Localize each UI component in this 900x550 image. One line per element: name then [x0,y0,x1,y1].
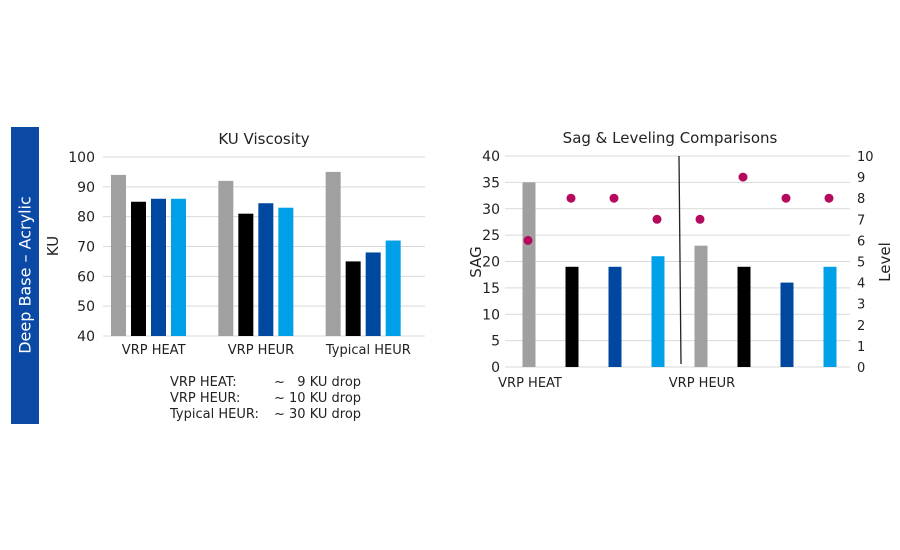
sag-bar [651,256,665,367]
y-right-tick-label: 9 [857,171,865,186]
level-dot [609,193,619,203]
chart-title: KU Viscosity [218,130,309,148]
x-group-label: VRP HEUR [669,376,735,391]
sag-bar [737,266,751,367]
sag-bar [823,266,837,367]
level-dot [523,235,533,245]
y-tick-label: 0 [491,360,500,376]
y-right-tick-label: 0 [857,361,865,376]
y-tick-label: 70 [77,240,95,256]
level-dot [566,193,576,203]
bar [131,201,146,336]
note-label: Typical HEUR: [170,407,259,422]
level-dot [781,193,791,203]
x-tick-label: VRP HEUR [228,343,294,358]
ku-viscosity-chart: KU Viscosity 40 50 60 70 80 90 100 KU VRP HEAT VRP… [44,130,425,358]
bar [278,207,294,336]
sidebar-banner [11,127,39,424]
y-right-tick-label: 3 [857,298,865,313]
bar [151,198,166,336]
y-right-axis-label: Level [876,242,894,282]
group-divider-line [678,155,682,365]
y-right-tick-label: 1 [857,340,865,355]
y-tick-label: 100 [68,150,95,166]
sag-bar [694,245,708,367]
note-label: VRP HEUR: [170,391,241,406]
y-tick-label: 20 [482,255,500,271]
sag-bar [522,182,536,367]
note-value: ~ 9 KU drop [274,375,362,390]
y-tick-label: 50 [77,299,95,315]
bar [238,213,254,336]
level-dot [652,214,662,224]
y-right-tick-label: 4 [857,277,865,292]
level-dot [738,172,748,182]
x-tick-label: VRP HEAT [122,343,186,358]
bar [345,261,361,336]
y-tick-label: 25 [482,228,500,244]
y-tick-label: 35 [482,175,500,191]
y-tick-label: 5 [491,334,500,350]
y-tick-label: 60 [77,269,95,285]
note-row: VRP HEAT: ~ 9 KU drop [170,375,361,391]
bar [325,171,341,336]
x-tick-label: Typical HEUR [325,343,411,358]
note-row: VRP HEUR: ~ 10 KU drop [170,391,361,407]
y-tick-label: 80 [77,210,95,226]
y-right-tick-label: 2 [857,319,865,334]
note-label: VRP HEAT: [170,375,237,390]
y-tick-label: 15 [482,281,500,297]
y-tick-label: 10 [482,307,500,323]
bar [111,174,126,336]
bar [218,180,234,336]
y-tick-label: 40 [482,149,500,165]
y-axis-label: KU [44,236,62,256]
bar [171,198,186,336]
y-right-tick-label: 10 [857,150,874,165]
level-dot [695,214,705,224]
note-row: Typical HEUR: ~ 30 KU drop [170,407,361,423]
y-right-tick-label: 5 [857,256,865,271]
sag-bar [780,282,794,367]
note-value: ~ 30 KU drop [274,407,362,422]
y-tick-label: 90 [77,180,95,196]
y-right-tick-label: 6 [857,234,865,249]
y-tick-label: 40 [77,329,95,345]
sag-leveling-chart: Sag & Leveling Comparisons05101520253035… [467,129,894,391]
note-value: ~ 10 KU drop [274,391,362,406]
y-tick-label: 30 [482,202,500,218]
level-dot [824,193,834,203]
bar [385,240,401,336]
y-right-tick-label: 7 [857,213,865,228]
ku-drop-notes: VRP HEAT: ~ 9 KU drop VRP HEUR: ~ 10 KU … [170,375,361,423]
y-right-tick-label: 8 [857,192,865,207]
bar [258,203,274,336]
bar [365,252,381,336]
chart-title: Sag & Leveling Comparisons [563,129,778,147]
y-axis-label: SAG [467,246,485,277]
x-group-label: VRP HEAT [498,376,562,391]
sag-bar [565,266,579,367]
sag-bar [608,266,622,367]
